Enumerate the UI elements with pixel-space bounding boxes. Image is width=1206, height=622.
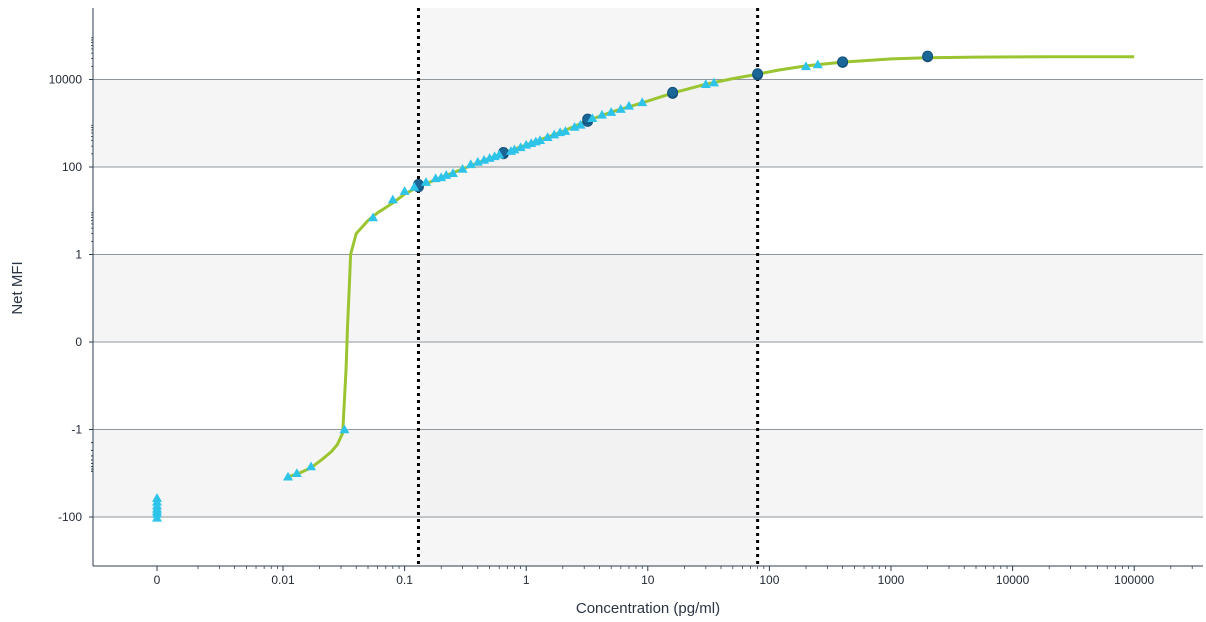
sample-point [152,512,162,522]
sample-point [368,212,379,222]
x-tick-label: 10000 [996,573,1030,587]
sample-point [306,461,317,471]
x-tick-label: 0 [154,573,161,587]
x-tick-label: 0.01 [271,573,295,587]
x-axis-title: Concentration (pg/ml) [576,600,720,617]
sample-point [457,164,468,173]
standard-point [667,86,679,98]
x-tick-label: 0.1 [396,573,413,587]
y-tick-label: 10000 [49,73,83,87]
x-tick-label: 1000 [878,573,905,587]
sample-point [606,107,617,116]
y-tick-label: 100 [62,160,82,174]
y-tick-label: -1 [71,423,82,437]
sample-point [283,471,294,481]
x-tick-label: 100 [759,573,779,587]
sample-point [801,61,812,71]
sample-point [549,129,560,139]
y-tick-label: 0 [75,335,82,349]
sample-point [409,181,420,191]
sample-point [708,77,719,87]
sample-point [587,113,598,123]
standard-point [922,50,934,62]
quantification-region [418,8,758,566]
x-tick-label: 1 [523,573,530,587]
standard-point [752,68,764,80]
sample-point [447,168,458,177]
y-axis-ticks: 10000 100 1 0 -1 -100 [49,37,93,524]
sample-point [615,104,626,113]
sample-point [421,177,432,186]
data-markers [152,50,934,522]
sample-point [700,79,711,88]
standard-point [837,56,849,68]
sample-point [494,149,505,159]
x-axis-ticks: 0 0.01 0.1 1 10 100 1000 10000 100000 [154,566,1193,587]
sample-point [542,132,553,141]
sample-point [535,135,546,144]
sample-point [465,159,476,169]
sample-point [575,119,586,129]
y-tick-label: 1 [75,248,82,262]
horizontal-gridlines [93,79,1203,518]
sample-point [399,186,410,195]
sample-point [515,142,526,152]
sample-point [596,109,607,119]
y-axis-title: Net MFI [9,261,26,314]
y-tick-label: -100 [58,510,82,524]
sample-point [812,59,823,69]
limit-lines [416,8,760,566]
x-tick-label: 100000 [1114,573,1154,587]
sample-point [637,97,648,107]
x-tick-label: 10 [641,573,655,587]
sample-point [387,194,398,204]
sample-point [291,468,302,477]
sample-point [623,100,634,110]
sample-point [560,126,571,135]
sample-point [339,424,350,434]
